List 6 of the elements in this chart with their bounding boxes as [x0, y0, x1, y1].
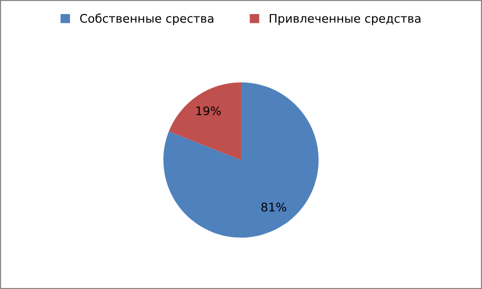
pie-slice: [168, 82, 241, 160]
pie-slice: [163, 82, 319, 238]
legend-label: Привлеченные средства: [270, 14, 420, 26]
data-label: 81%: [261, 202, 286, 212]
data-label: 19%: [196, 106, 221, 116]
legend-label: Собственные срества: [80, 14, 214, 26]
